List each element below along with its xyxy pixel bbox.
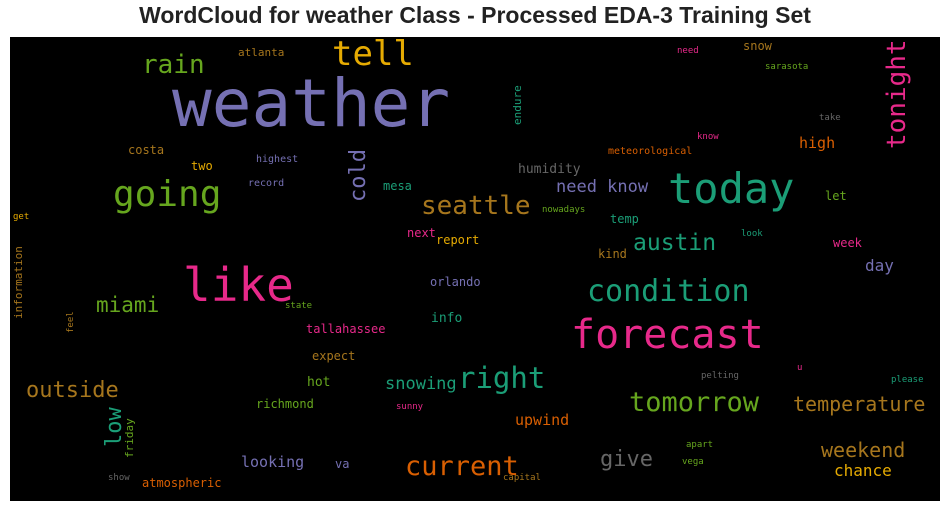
word-temp: temp [610, 212, 639, 226]
word-condition: condition [587, 274, 750, 309]
word-temperature: temperature [793, 392, 926, 416]
word-atlanta: atlanta [238, 46, 285, 59]
word-va: va [335, 457, 350, 471]
word-report: report [436, 233, 480, 247]
word-like: like [183, 258, 294, 312]
word-tonight: tonight [882, 39, 912, 149]
word-orlando: orlando [430, 275, 481, 289]
word-give: give [600, 447, 653, 472]
word-show: show [108, 473, 130, 483]
word-feel: feel [66, 311, 76, 333]
word-next: next [407, 226, 436, 240]
word-friday: friday [123, 418, 136, 458]
word-nowadays: nowadays [542, 205, 586, 215]
word-information: information [12, 246, 25, 319]
word-tell: tell [332, 37, 414, 74]
word-chance: chance [834, 461, 892, 480]
word-need-small: need [677, 46, 699, 56]
word-u: u [797, 363, 803, 373]
word-rain: rain [142, 50, 205, 80]
word-sunny: sunny [396, 402, 424, 412]
word-two: two [191, 159, 213, 173]
word-forecast: forecast [571, 312, 764, 358]
word-let: let [825, 189, 847, 203]
word-record: record [248, 178, 285, 189]
word-meteorological: meteorological [608, 146, 693, 157]
word-costa: costa [128, 143, 165, 157]
word-pelting: pelting [701, 371, 739, 381]
word-weather: weather [172, 65, 451, 142]
word-take: take [819, 113, 841, 123]
word-get: get [13, 212, 30, 222]
word-austin: austin [633, 230, 717, 256]
word-seattle: seattle [421, 191, 531, 221]
word-state: state [285, 301, 313, 311]
chart-title: WordCloud for weather Class - Processed … [139, 2, 811, 28]
word-sarasota: sarasota [765, 62, 809, 72]
word-high: high [799, 134, 836, 152]
word-right: right [458, 361, 546, 395]
word-current: current [405, 451, 519, 482]
word-endure: endure [511, 85, 524, 125]
word-richmond: richmond [256, 397, 314, 411]
word-tallahassee: tallahassee [306, 322, 386, 336]
word-vega: vega [682, 457, 704, 467]
word-today: today [668, 164, 795, 213]
word-capital: capital [503, 473, 541, 483]
word-week: week [833, 236, 862, 250]
word-snowing: snowing [385, 374, 457, 394]
word-day: day [865, 256, 894, 275]
word-snow: snow [743, 39, 772, 53]
wordcloud-canvas: weather tell rain atlanta need snow sara… [10, 37, 940, 501]
word-please: please [891, 375, 924, 385]
word-looking: looking [241, 453, 305, 471]
word-miami: miami [96, 293, 160, 317]
word-highest: highest [256, 154, 299, 165]
word-humidity: humidity [518, 162, 581, 177]
word-cold: cold [346, 149, 371, 202]
word-info: info [431, 311, 463, 326]
word-hot: hot [307, 375, 331, 390]
word-upwind: upwind [515, 411, 570, 429]
word-kind: kind [598, 247, 627, 261]
word-going: going [113, 174, 222, 215]
word-outside: outside [26, 378, 119, 403]
word-need-know: need know [556, 177, 649, 197]
word-atmospheric: atmospheric [142, 476, 222, 490]
word-expect: expect [312, 349, 356, 363]
word-look: look [741, 229, 763, 239]
word-mesa: mesa [383, 179, 412, 193]
word-apart: apart [686, 440, 714, 450]
word-know-small: know [697, 132, 719, 142]
word-weekend: weekend [821, 438, 906, 462]
word-tomorrow: tomorrow [629, 387, 760, 418]
